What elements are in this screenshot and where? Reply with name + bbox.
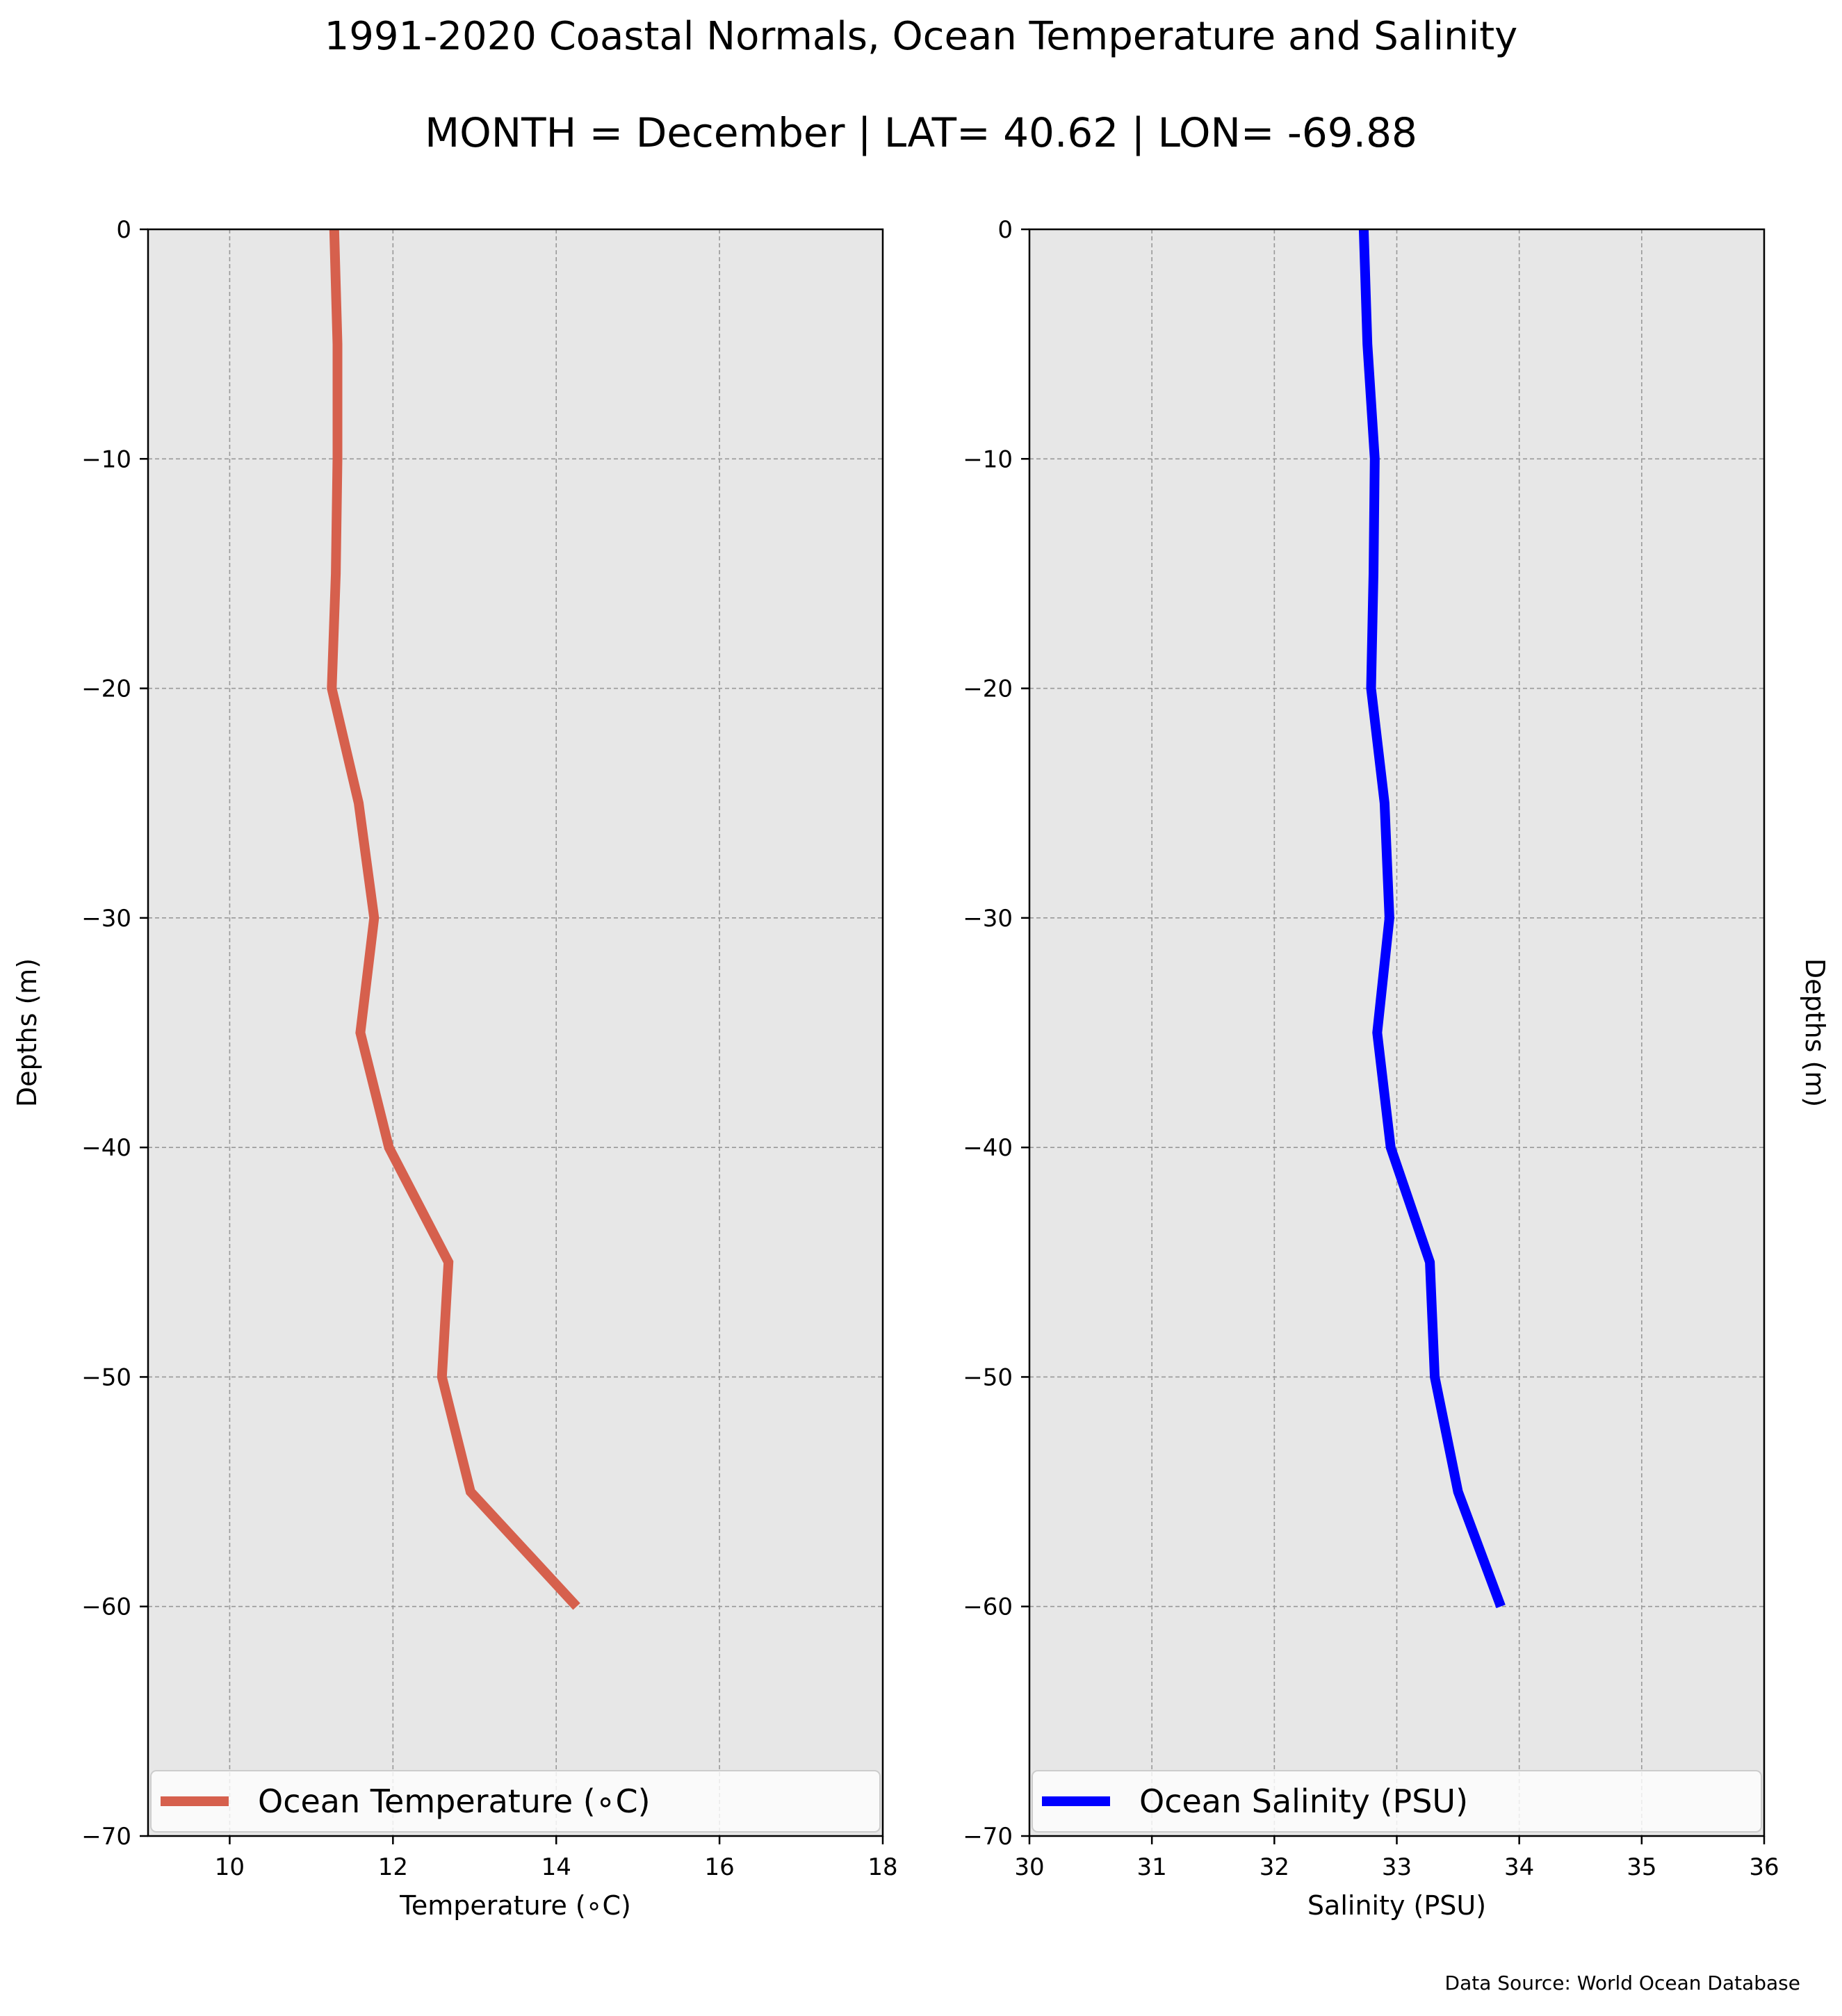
chart-title: 1991-2020 Coastal Normals, Ocean Tempera… [325, 14, 1518, 59]
x-tick-label: 33 [1382, 1853, 1412, 1881]
y-tick-label: 0 [116, 216, 131, 244]
y-tick-label: −50 [81, 1363, 131, 1391]
plot-area [148, 229, 883, 1836]
y-tick-label: −60 [963, 1593, 1013, 1621]
x-tick-label: 14 [541, 1853, 571, 1881]
legend: Ocean Salinity (PSU) [1032, 1770, 1762, 1833]
x-tick-label: 16 [704, 1853, 734, 1881]
x-axis-label: Temperature (∘C) [399, 1890, 631, 1921]
x-tick-label: 34 [1504, 1853, 1534, 1881]
y-tick-label: −10 [963, 445, 1013, 473]
x-tick-label: 31 [1137, 1853, 1167, 1881]
y-tick-label: −20 [81, 675, 131, 703]
x-tick-label: 18 [867, 1853, 897, 1881]
axes-frame [147, 228, 884, 1837]
y-tick-label: −20 [963, 675, 1013, 703]
legend-box [1032, 1770, 1762, 1833]
salinity-panel: Ocean Salinity (PSU) 30 31 32 33 34 35 36 0 −10 −2… [963, 216, 1830, 1921]
y-tick-label: −60 [81, 1593, 131, 1621]
legend: Ocean Temperature (∘C) [150, 1770, 881, 1833]
series-line [327, 229, 580, 1610]
y-tick-label: −70 [963, 1823, 1013, 1851]
data-source-note: Data Source: World Ocean Database [1445, 1972, 1800, 1994]
temperature-panel: Ocean Temperature (∘C) 10 12 14 16 18 0 −10 −20 −… [12, 216, 898, 1921]
legend-box [150, 1770, 881, 1833]
legend-label: Ocean Temperature (∘C) [258, 1783, 651, 1820]
y-tick-label: −10 [81, 445, 131, 473]
x-tick-label: 32 [1260, 1853, 1289, 1881]
y-tick-label: −30 [81, 905, 131, 933]
y-tick-label: −70 [81, 1823, 131, 1851]
chart-subtitle: MONTH = December | LAT= 40.62 | LON= -69… [425, 109, 1417, 156]
x-axis-label: Salinity (PSU) [1307, 1890, 1486, 1921]
x-tick-label: 12 [378, 1853, 408, 1881]
y-tick-label: −40 [963, 1134, 1013, 1162]
x-tick-label: 35 [1627, 1853, 1656, 1881]
x-tick-label: 36 [1749, 1853, 1779, 1881]
x-tick-label: 30 [1014, 1853, 1044, 1881]
y-axis-label: Depths (m) [12, 958, 42, 1107]
y-tick-label: −40 [81, 1134, 131, 1162]
y-tick-label: 0 [997, 216, 1013, 244]
legend-label: Ocean Salinity (PSU) [1139, 1783, 1468, 1820]
series-line [1358, 229, 1506, 1609]
y-tick-label: −30 [963, 905, 1013, 933]
y-axis-label: Depths (m) [1800, 958, 1830, 1107]
x-tick-label: 10 [215, 1853, 245, 1881]
y-tick-label: −50 [963, 1363, 1013, 1391]
